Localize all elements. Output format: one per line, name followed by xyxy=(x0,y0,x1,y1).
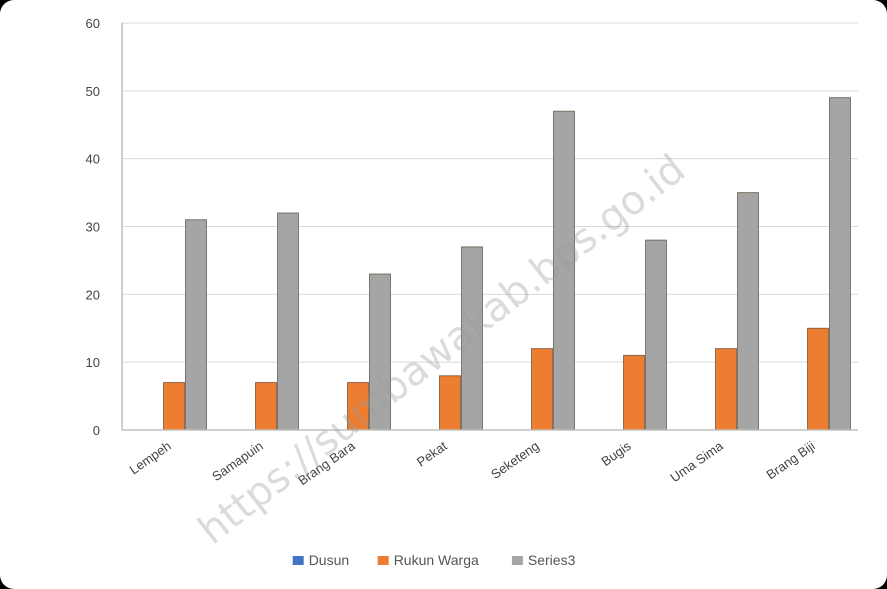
x-tick-label: Lempeh xyxy=(127,438,174,477)
bar-series3 xyxy=(737,192,759,431)
y-tick-label: 30 xyxy=(86,220,100,235)
x-tick-label: Brang Biji xyxy=(764,438,818,482)
legend-swatch xyxy=(292,556,304,565)
legend-swatch xyxy=(377,556,389,565)
bar-rukun-warga xyxy=(715,348,737,431)
bar-rukun-warga xyxy=(531,348,553,431)
x-axis-ticks: Lempeh Samapuin Brang Bara Pekat Seketeng Bug… xyxy=(127,438,818,488)
bar-rukun-warga xyxy=(623,354,645,431)
legend: Dusun Rukun Warga Series3 xyxy=(292,552,576,568)
y-axis-ticks: 0 10 20 30 40 50 60 xyxy=(86,16,100,438)
x-tick-label: Bugis xyxy=(598,438,634,469)
watermark-text: https://sumbawakab.bps.go.id xyxy=(190,146,694,554)
y-tick-label: 10 xyxy=(86,355,100,370)
bar-rukun-warga xyxy=(255,382,277,431)
axes xyxy=(121,23,858,431)
legend-label: Dusun xyxy=(309,552,349,568)
legend-label: Rukun Warga xyxy=(394,552,479,568)
x-tick-label: Pekat xyxy=(414,438,450,470)
legend-swatch xyxy=(511,556,523,565)
bar-rukun-warga xyxy=(807,327,829,431)
bar-series3 xyxy=(829,97,851,431)
bar-series3 xyxy=(277,212,299,431)
bar-rukun-warga xyxy=(163,382,185,431)
bars xyxy=(163,97,851,431)
legend-label: Series3 xyxy=(528,552,576,568)
y-tick-label: 20 xyxy=(86,287,100,302)
bar-series3 xyxy=(645,239,667,431)
bar-rukun-warga xyxy=(439,375,461,431)
bar-series3 xyxy=(185,219,207,431)
y-tick-label: 50 xyxy=(86,84,100,99)
x-tick-label: Seketeng xyxy=(488,438,542,482)
y-tick-label: 40 xyxy=(86,152,100,167)
x-tick-label: Uma Sima xyxy=(667,438,726,486)
y-tick-label: 60 xyxy=(86,16,100,31)
y-tick-label: 0 xyxy=(93,423,100,438)
